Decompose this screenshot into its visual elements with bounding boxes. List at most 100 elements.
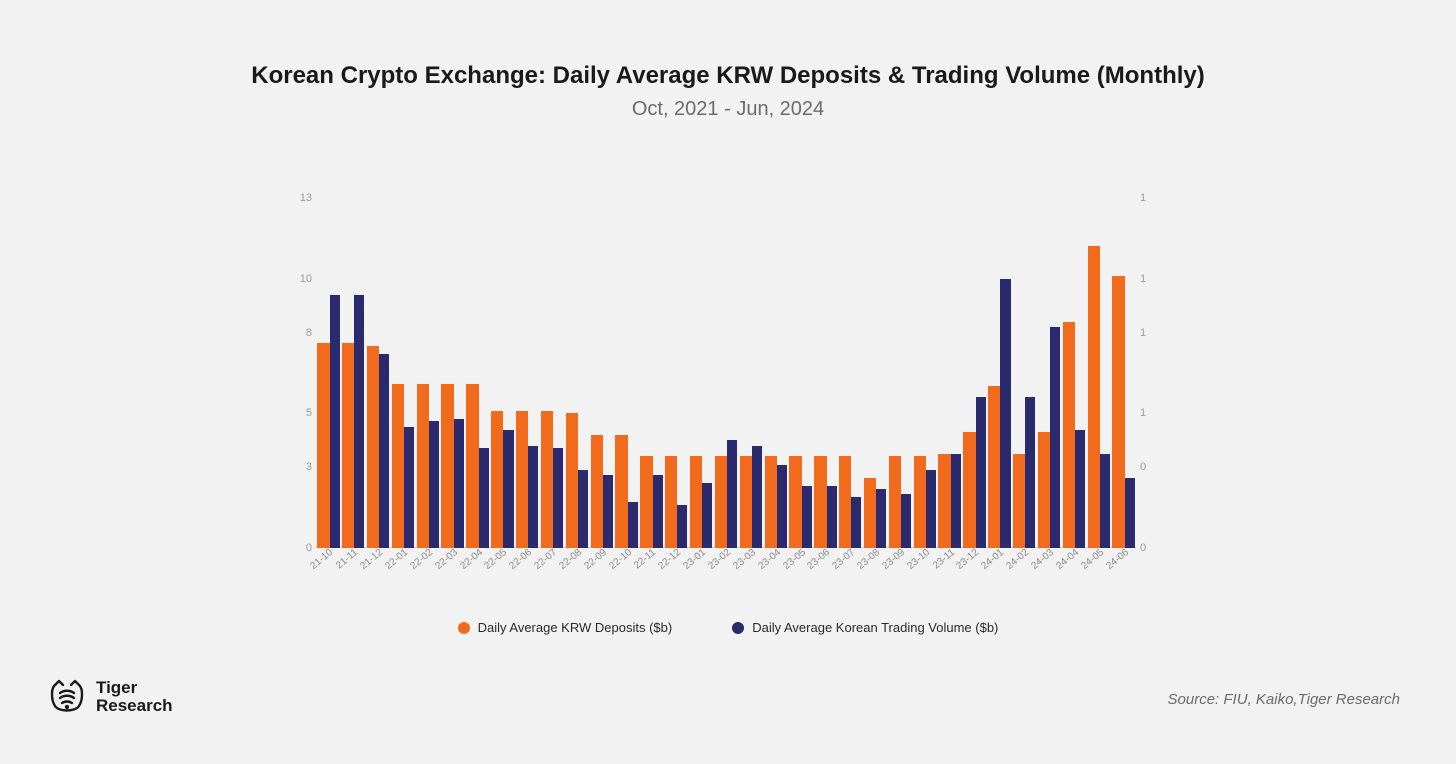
bar-deposits xyxy=(914,456,926,548)
bar-volume xyxy=(479,448,489,548)
bar-volume xyxy=(851,497,861,548)
y-tick-left: 10 xyxy=(288,273,312,285)
x-tick-label: 23-04 xyxy=(756,547,783,572)
bar-volume xyxy=(827,486,837,548)
bar-volume xyxy=(1125,478,1135,548)
x-tick-label: 24-01 xyxy=(980,547,1007,572)
y-tick-right: 0 xyxy=(1140,542,1158,554)
legend-label: Daily Average KRW Deposits ($b) xyxy=(478,620,673,635)
legend-swatch xyxy=(458,622,470,634)
x-tick-label: 22-09 xyxy=(582,547,609,572)
bar-volume xyxy=(330,295,340,548)
tiger-icon xyxy=(48,678,86,716)
legend-swatch xyxy=(732,622,744,634)
bar-volume xyxy=(951,454,961,548)
legend-item: Daily Average Korean Trading Volume ($b) xyxy=(732,620,998,635)
bar-volume xyxy=(876,489,886,548)
bar-deposits xyxy=(317,343,329,548)
bar-volume xyxy=(1050,327,1060,548)
bar-deposits xyxy=(392,384,404,548)
bar-deposits xyxy=(814,456,826,548)
bar-volume xyxy=(1075,430,1085,548)
bar-volume xyxy=(503,430,513,548)
bar-volume xyxy=(677,505,687,548)
x-tick-label: 21-11 xyxy=(334,547,360,571)
bar-volume xyxy=(429,421,439,548)
y-tick-left: 0 xyxy=(288,542,312,554)
source-text: Source: FIU, Kaiko,Tiger Research xyxy=(1168,691,1400,708)
bar-volume xyxy=(454,419,464,548)
bar-deposits xyxy=(690,456,702,548)
bar-deposits xyxy=(765,456,777,548)
bar-deposits xyxy=(591,435,603,548)
bar-deposits xyxy=(342,343,354,548)
y-tick-right: 0 xyxy=(1140,461,1158,473)
bar-volume xyxy=(926,470,936,548)
bar-deposits xyxy=(1013,454,1025,548)
x-tick-label: 24-02 xyxy=(1005,547,1032,572)
bar-volume xyxy=(976,397,986,548)
y-tick-right: 1 xyxy=(1140,192,1158,204)
x-tick-label: 23-07 xyxy=(831,547,858,572)
bar-volume xyxy=(553,448,563,548)
brand-text-line1: Tiger xyxy=(96,679,173,697)
bar-deposits xyxy=(441,384,453,548)
x-tick-label: 22-08 xyxy=(557,547,584,572)
x-tick-label: 22-02 xyxy=(408,547,435,572)
bar-volume xyxy=(802,486,812,548)
x-tick-label: 23-12 xyxy=(955,547,982,572)
bar-volume xyxy=(628,502,638,548)
brand-logo: Tiger Research xyxy=(48,678,173,716)
bar-volume xyxy=(727,440,737,548)
bar-volume xyxy=(404,427,414,548)
bar-deposits xyxy=(839,456,851,548)
bar-volume xyxy=(1000,279,1010,548)
bar-volume xyxy=(528,446,538,548)
x-tick-label: 22-05 xyxy=(483,547,510,572)
chart-plot-area: 0030518110113121-1021-1121-1222-0122-022… xyxy=(316,198,1136,548)
bar-deposits xyxy=(715,456,727,548)
bar-deposits xyxy=(466,384,478,548)
x-tick-label: 22-06 xyxy=(508,547,535,572)
bar-deposits xyxy=(963,432,975,548)
bar-volume xyxy=(603,475,613,548)
bar-volume xyxy=(702,483,712,548)
chart-title: Korean Crypto Exchange: Daily Average KR… xyxy=(0,62,1456,90)
bar-volume xyxy=(901,494,911,548)
legend: Daily Average KRW Deposits ($b) Daily Ave… xyxy=(0,620,1456,635)
y-tick-left: 5 xyxy=(288,407,312,419)
bar-volume xyxy=(1100,454,1110,548)
x-tick-label: 22-03 xyxy=(433,547,460,572)
bar-volume xyxy=(653,475,663,548)
bar-deposits xyxy=(516,411,528,548)
y-tick-left: 8 xyxy=(288,327,312,339)
legend-item: Daily Average KRW Deposits ($b) xyxy=(458,620,673,635)
y-tick-left: 13 xyxy=(288,192,312,204)
x-tick-label: 23-10 xyxy=(905,547,932,572)
x-tick-label: 22-01 xyxy=(383,547,410,572)
x-tick-label: 23-11 xyxy=(931,547,957,571)
chart-subtitle: Oct, 2021 - Jun, 2024 xyxy=(0,98,1456,121)
x-tick-label: 23-01 xyxy=(682,547,709,572)
x-tick-label: 23-08 xyxy=(855,547,882,572)
bar-deposits xyxy=(938,454,950,548)
bar-deposits xyxy=(1088,246,1100,548)
x-tick-label: 22-10 xyxy=(607,547,634,572)
x-tick-label: 23-03 xyxy=(731,547,758,572)
bar-deposits xyxy=(566,413,578,548)
x-tick-label: 23-06 xyxy=(806,547,833,572)
x-tick-label: 21-10 xyxy=(309,547,336,572)
bar-deposits xyxy=(1063,322,1075,548)
x-tick-label: 23-05 xyxy=(781,547,808,572)
bar-volume xyxy=(379,354,389,548)
x-tick-label: 22-12 xyxy=(657,547,684,572)
y-tick-right: 1 xyxy=(1140,407,1158,419)
x-tick-label: 22-11 xyxy=(632,547,658,571)
bar-deposits xyxy=(491,411,503,548)
bar-deposits xyxy=(864,478,876,548)
x-tick-label: 24-05 xyxy=(1079,547,1106,572)
y-tick-right: 1 xyxy=(1140,273,1158,285)
bar-deposits xyxy=(1038,432,1050,548)
x-tick-label: 22-07 xyxy=(532,547,559,572)
bar-deposits xyxy=(889,456,901,548)
